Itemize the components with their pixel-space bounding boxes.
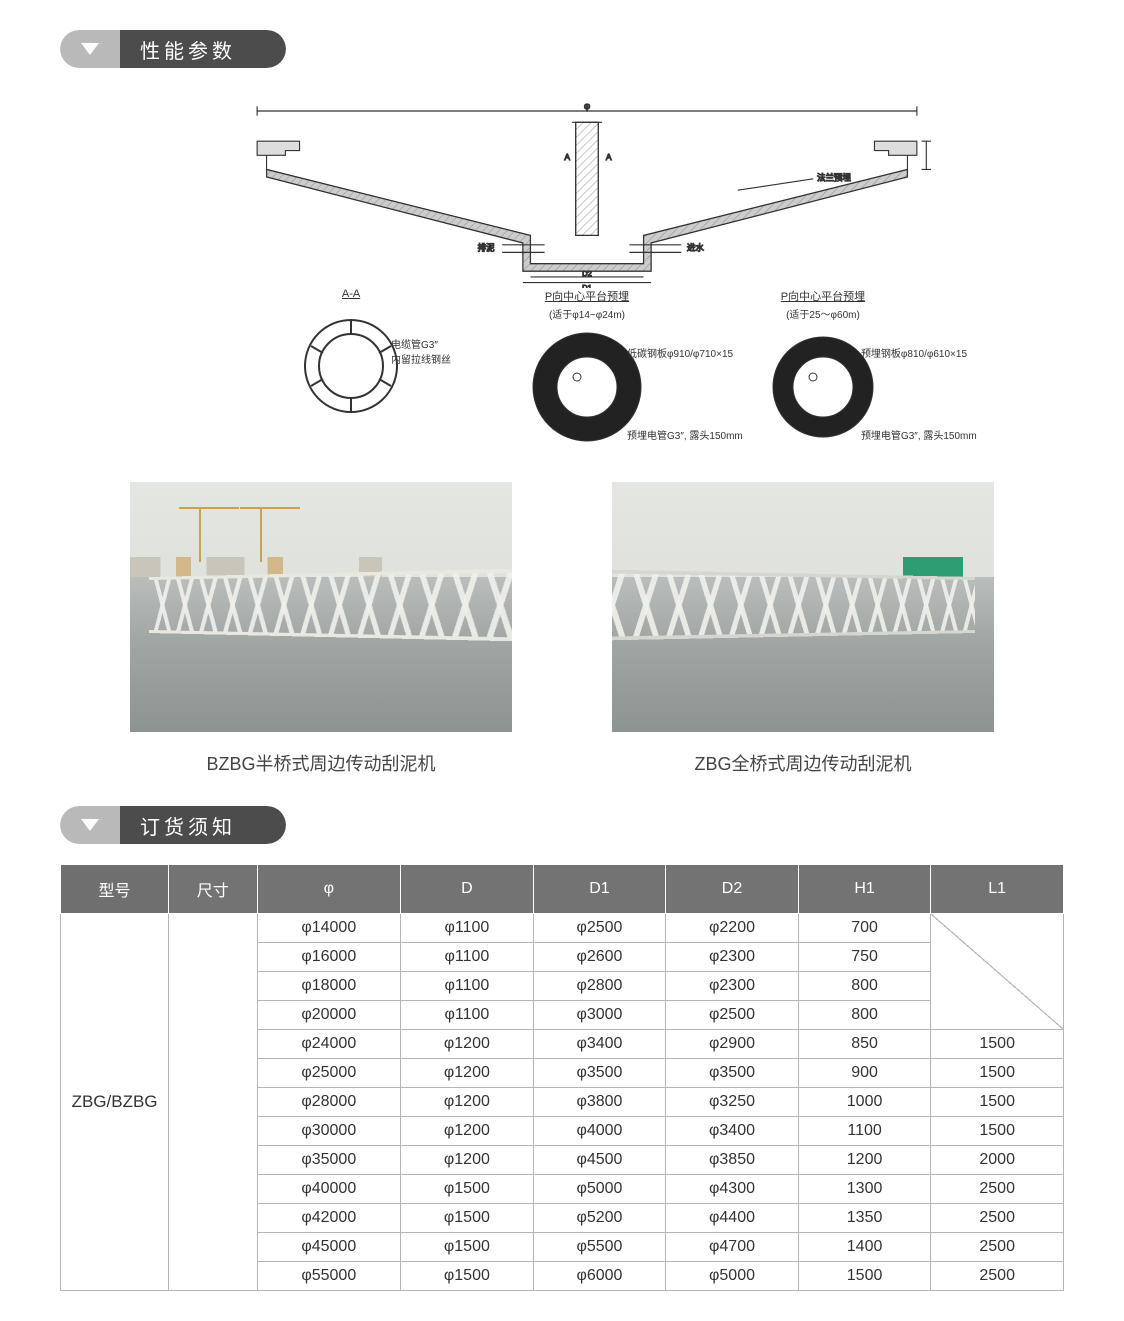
spec-table: 型号尺寸φDD1D2H1L1 ZBG/BZBGφ14000φ1100φ2500φ… xyxy=(60,864,1064,1291)
svg-text:D2: D2 xyxy=(582,269,592,278)
phi-label: φ xyxy=(584,100,590,111)
section-pill: 订货须知 xyxy=(60,806,286,844)
section-title: 订货须知 xyxy=(120,806,286,844)
engineering-diagram: φ 排泥 进水 xyxy=(60,88,1064,457)
svg-text:A: A xyxy=(606,152,612,162)
product-photo xyxy=(612,482,994,732)
col-φ: φ xyxy=(257,865,401,914)
section-header-performance: 性能参数 xyxy=(60,30,1064,68)
detail-view-platform-1: P向中心平台预埋 (适于φ14~φ24m) 低碳钢板φ910/φ710×15 预… xyxy=(476,288,698,447)
svg-text:A: A xyxy=(564,152,570,162)
l1-na-cell xyxy=(931,914,1064,1030)
product-photos: BZBG半桥式周边传动刮泥机 ZBG全桥式周边传动刮泥机 xyxy=(60,482,1064,776)
svg-text:进水: 进水 xyxy=(687,242,704,252)
photo-caption: BZBG半桥式周边传动刮泥机 xyxy=(130,750,512,776)
product-photo xyxy=(130,482,512,732)
tank-cross-section: φ 排泥 进水 xyxy=(210,98,964,288)
col-L1: L1 xyxy=(931,865,1064,914)
section-pill: 性能参数 xyxy=(60,30,286,68)
triangle-icon xyxy=(60,30,120,68)
col-型号: 型号 xyxy=(61,865,169,914)
triangle-icon xyxy=(60,806,120,844)
section-header-ordering: 订货须知 xyxy=(60,806,1064,844)
size-cell xyxy=(169,914,257,1291)
detail-view-aa: A-A 电缆管G3″ 内留拉线钢丝 xyxy=(240,288,462,447)
detail-view-platform-2: P向中心平台预埋 (适于25～φ60m) 预埋钢板φ810/φ610×15 预埋… xyxy=(712,288,934,447)
svg-text:法兰预埋: 法兰预埋 xyxy=(817,173,851,183)
section-title: 性能参数 xyxy=(120,30,286,68)
detail-views-row: A-A 电缆管G3″ 内留拉线钢丝 xyxy=(210,288,964,447)
table-row: ZBG/BZBGφ14000φ1100φ2500φ2200700 xyxy=(61,914,1064,943)
model-cell: ZBG/BZBG xyxy=(61,914,169,1291)
col-D2: D2 xyxy=(666,865,799,914)
photo-block-zbg: ZBG全桥式周边传动刮泥机 xyxy=(612,482,994,776)
col-D1: D1 xyxy=(533,865,666,914)
photo-block-bzbg: BZBG半桥式周边传动刮泥机 xyxy=(130,482,512,776)
svg-text:排泥: 排泥 xyxy=(478,242,495,252)
col-H1: H1 xyxy=(798,865,931,914)
col-D: D xyxy=(401,865,534,914)
photo-caption: ZBG全桥式周边传动刮泥机 xyxy=(612,750,994,776)
col-尺寸: 尺寸 xyxy=(169,865,257,914)
